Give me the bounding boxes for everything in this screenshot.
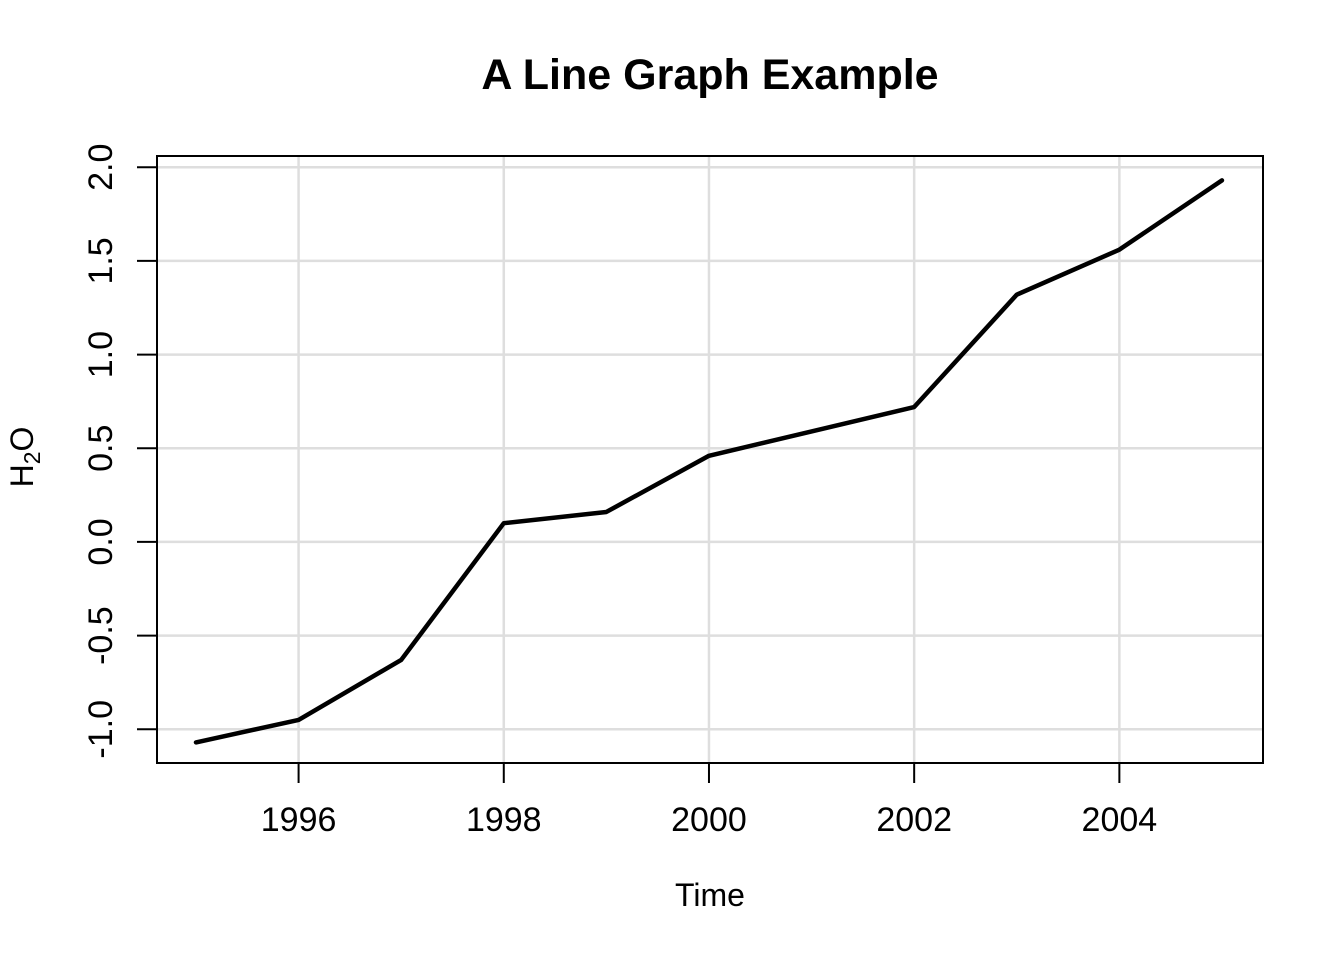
x-tick-label: 2004	[1082, 801, 1158, 839]
y-tick-label: -0.5	[82, 606, 120, 665]
x-tick-label: 2000	[671, 801, 747, 839]
data-line	[193, 178, 1225, 745]
y-tick-label: 0.5	[82, 425, 120, 472]
y-axis-label-subscript: 2	[19, 451, 45, 465]
y-axis-label-text: H	[4, 464, 40, 488]
y-tick-label: -1.0	[82, 700, 120, 759]
x-axis-label: Time	[675, 877, 745, 913]
chart-title: A Line Graph Example	[481, 51, 939, 99]
x-tick-label: 2002	[876, 801, 952, 839]
x-tick-label: 1996	[261, 801, 337, 839]
y-axis-label: H2O	[2, 357, 45, 557]
y-tick-label: 2.0	[82, 144, 120, 191]
y-tick-label: 1.5	[82, 237, 120, 284]
plot-box	[156, 155, 1264, 764]
x-tick-label: 1998	[466, 801, 542, 839]
y-tick-label: 1.0	[82, 331, 120, 378]
y-axis-label-text: O	[4, 426, 40, 452]
y-tick-label: 0.0	[82, 518, 120, 565]
